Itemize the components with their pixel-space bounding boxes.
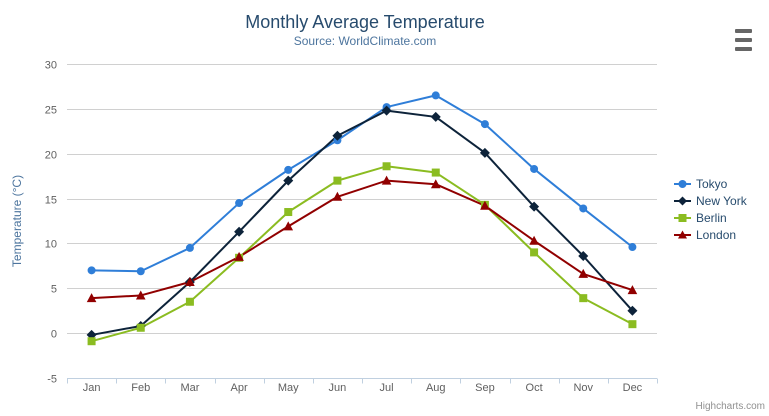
y-axis-label: 25: [45, 105, 57, 117]
x-axis-label: Sep: [475, 382, 495, 394]
series-marker-tokyo[interactable]: [136, 267, 145, 276]
x-axis-label: Jul: [380, 382, 394, 394]
series-marker-new-york[interactable]: [430, 111, 441, 122]
x-axis-label: Oct: [526, 382, 543, 394]
series-marker-berlin[interactable]: [530, 248, 539, 257]
series-marker-london[interactable]: [381, 175, 392, 185]
legend-marker-icon-berlin: [674, 213, 691, 222]
x-axis-label: Jan: [83, 382, 101, 394]
y-axis-label: 15: [45, 195, 57, 207]
legend-marker-icon-london: [674, 230, 691, 238]
legend-item-tokyo[interactable]: Tokyo: [674, 175, 747, 192]
series-marker-new-york[interactable]: [283, 175, 294, 186]
x-axis-label: Nov: [573, 382, 593, 394]
series-line-berlin[interactable]: [90, 165, 634, 343]
y-axis-title: Temperature (°C): [10, 175, 24, 267]
series-marker-london[interactable]: [578, 268, 589, 278]
series-marker-london[interactable]: [430, 179, 441, 189]
series-marker-berlin[interactable]: [87, 337, 96, 346]
series-marker-london[interactable]: [283, 221, 294, 231]
legend-label-new-york: New York: [696, 193, 747, 208]
legend-item-london[interactable]: London: [674, 226, 747, 243]
series-marker-london[interactable]: [480, 200, 490, 210]
series-marker-new-york[interactable]: [627, 305, 638, 316]
x-axis-label: Apr: [231, 382, 248, 394]
series-marker-tokyo[interactable]: [579, 204, 588, 213]
legend-item-berlin[interactable]: Berlin: [674, 209, 747, 226]
y-axis-label: 10: [45, 239, 57, 251]
series-marker-berlin[interactable]: [579, 294, 588, 303]
series-marker-tokyo[interactable]: [628, 243, 637, 252]
series-marker-new-york[interactable]: [479, 147, 490, 158]
x-axis-label: Dec: [623, 382, 643, 394]
series-marker-london[interactable]: [135, 290, 146, 300]
chart-title: Monthly Average Temperature: [245, 12, 485, 32]
x-axis-label: May: [278, 382, 299, 394]
series-marker-london[interactable]: [234, 251, 244, 261]
series-marker-berlin[interactable]: [284, 208, 293, 217]
hamburger-icon: [734, 29, 752, 51]
legend-label-tokyo: Tokyo: [696, 176, 728, 191]
export-menu-button[interactable]: [731, 21, 755, 51]
y-axis-label: 5: [51, 284, 57, 296]
x-axis-label: Aug: [426, 382, 446, 394]
y-axis-label: 20: [45, 150, 57, 162]
series-marker-berlin[interactable]: [136, 323, 145, 332]
series-marker-tokyo[interactable]: [530, 164, 539, 173]
series-marker-tokyo[interactable]: [431, 91, 440, 100]
series-marker-london[interactable]: [86, 293, 97, 303]
y-axis-label: 0: [51, 329, 57, 341]
series-marker-tokyo[interactable]: [284, 165, 293, 174]
y-axis-label: 30: [45, 60, 57, 72]
series-marker-berlin[interactable]: [382, 162, 391, 171]
series-marker-london[interactable]: [529, 235, 539, 245]
series-marker-london[interactable]: [185, 277, 195, 287]
x-axis-label: Feb: [131, 382, 150, 394]
series-marker-berlin[interactable]: [628, 320, 637, 329]
series-marker-tokyo[interactable]: [480, 120, 489, 129]
series-marker-london[interactable]: [627, 285, 638, 295]
series-marker-new-york[interactable]: [234, 226, 245, 237]
x-axis-label: Jun: [329, 382, 347, 394]
series-marker-new-york[interactable]: [578, 250, 589, 261]
chart-subtitle: Source: WorldClimate.com: [293, 34, 437, 48]
series-marker-tokyo[interactable]: [235, 199, 244, 208]
series-marker-new-york[interactable]: [381, 105, 392, 116]
series-line-london[interactable]: [90, 179, 634, 300]
x-axis-label: Mar: [180, 382, 199, 394]
legend-label-london: London: [696, 227, 737, 242]
legend-label-berlin: Berlin: [696, 210, 727, 225]
series-line-tokyo[interactable]: [90, 94, 634, 273]
series-marker-tokyo[interactable]: [185, 243, 194, 252]
legend-marker-icon-new-york: [674, 196, 691, 205]
legend: Tokyo New York Berlin London: [674, 175, 747, 243]
y-axis-label: -5: [47, 374, 57, 386]
series-line-new-york[interactable]: [90, 109, 634, 336]
series-marker-tokyo[interactable]: [87, 266, 96, 275]
series-marker-london[interactable]: [332, 191, 343, 201]
series-marker-new-york[interactable]: [529, 201, 540, 212]
series-marker-berlin[interactable]: [185, 297, 194, 306]
series-marker-berlin[interactable]: [431, 168, 440, 177]
legend-marker-icon-tokyo: [674, 179, 691, 188]
series-marker-berlin[interactable]: [333, 176, 342, 185]
highcharts-credit-link[interactable]: Highcharts.com: [695, 401, 765, 412]
series-marker-new-york[interactable]: [332, 130, 343, 141]
legend-item-new-york[interactable]: New York: [674, 192, 747, 209]
